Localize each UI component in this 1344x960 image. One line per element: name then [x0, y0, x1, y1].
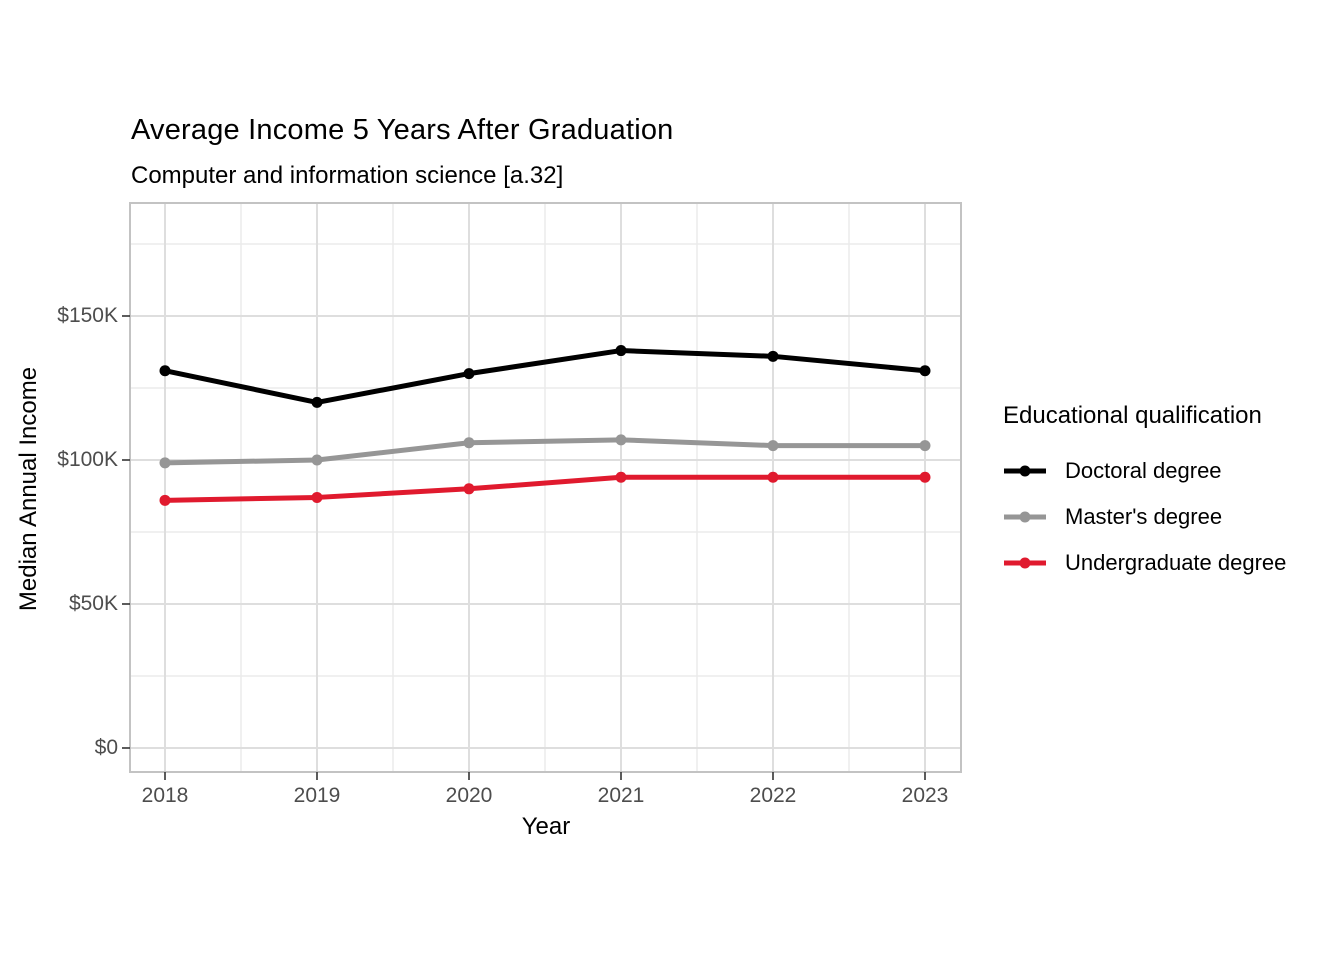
series-point-undergraduate-degree [311, 491, 323, 503]
series-point-master-s-degree [311, 454, 323, 466]
y-tick-label: $50K [68, 592, 118, 615]
legend-item-label: Undergraduate degree [1065, 550, 1287, 575]
series-point-undergraduate-degree [919, 471, 931, 483]
series-point-master-s-degree [919, 440, 931, 452]
y-tick-label: $0 [94, 736, 118, 759]
legend-item-label: Doctoral degree [1065, 458, 1222, 483]
x-tick-label: 2020 [445, 784, 493, 807]
series-point-doctoral-degree [615, 345, 627, 357]
panel-border [129, 202, 962, 773]
legend-key-line-dot-icon [1004, 557, 1046, 569]
series-point-master-s-degree [615, 434, 627, 446]
chart-subtitle: Computer and information science [a.32] [131, 162, 564, 189]
x-axis-title: Year [521, 813, 571, 840]
legend-item: Doctoral degree [1003, 456, 1333, 486]
series-point-undergraduate-degree [767, 471, 779, 483]
series-point-doctoral-degree [159, 365, 171, 377]
legend-key-line-dot-icon [1004, 465, 1046, 477]
legend-title: Educational qualification [1003, 402, 1262, 429]
series-point-doctoral-degree [767, 350, 779, 362]
x-tick-label: 2022 [749, 784, 797, 807]
series-point-master-s-degree [463, 437, 475, 449]
x-tick-label: 2018 [141, 784, 189, 807]
x-tick-label: 2019 [293, 784, 341, 807]
series-point-doctoral-degree [311, 396, 323, 408]
chart-title: Average Income 5 Years After Graduation [131, 114, 674, 146]
legend-item: Master's degree [1003, 502, 1333, 532]
y-axis-tick-labels: $0 $50K $100K $150K [0, 0, 120, 960]
legend-key-line-dot-icon [1004, 511, 1046, 523]
series-point-undergraduate-degree [615, 471, 627, 483]
legend-item: Undergraduate degree [1003, 548, 1333, 578]
legend: Educational qualification Doctoral degre… [1003, 402, 1333, 594]
y-tick-label: $150K [57, 304, 118, 327]
series-point-master-s-degree [767, 440, 779, 452]
legend-items: Doctoral degree Master's degree Undergradu… [1003, 456, 1333, 578]
series-line-master-s-degree [164, 437, 925, 466]
series-point-doctoral-degree [919, 365, 931, 377]
series-point-undergraduate-degree [159, 494, 171, 506]
y-tick-label: $100K [57, 448, 118, 471]
series-point-undergraduate-degree [463, 483, 475, 495]
series-point-doctoral-degree [463, 368, 475, 380]
x-tick-label: 2021 [597, 784, 645, 807]
series-line-doctoral-degree [164, 348, 926, 405]
x-tick-label: 2023 [901, 784, 949, 807]
legend-item-label: Master's degree [1065, 504, 1223, 529]
series-point-master-s-degree [159, 457, 171, 469]
series-line-undergraduate-degree [164, 474, 925, 503]
